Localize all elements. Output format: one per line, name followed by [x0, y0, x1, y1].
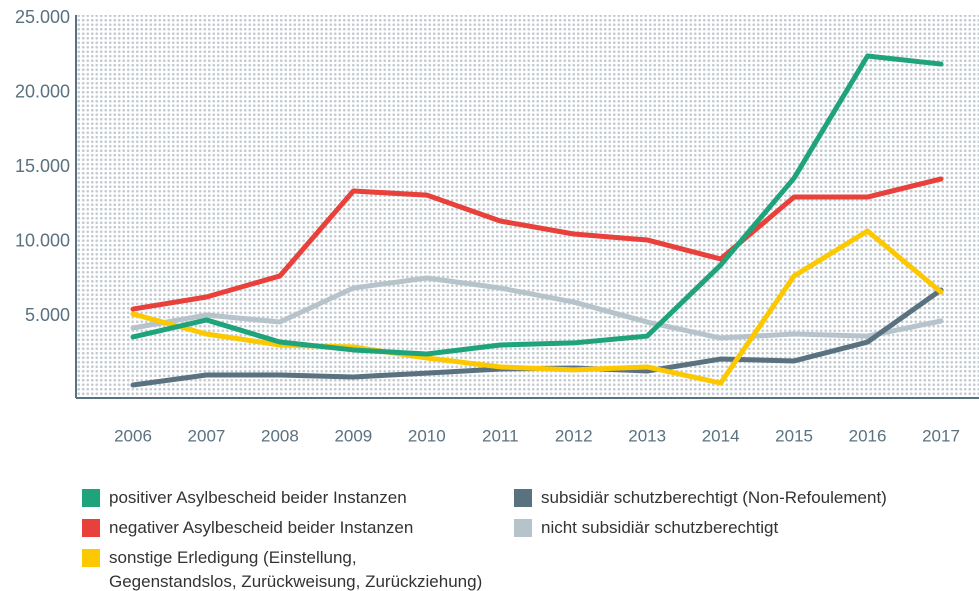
- y-tick-label: 10.000: [15, 231, 70, 251]
- legend-swatch: [82, 489, 100, 507]
- x-tick-label: 2016: [849, 426, 887, 445]
- x-tick-label: 2012: [555, 426, 593, 445]
- legend-label: nicht subsidiär schutzberechtigt: [541, 518, 779, 537]
- legend-swatch: [82, 549, 100, 567]
- plot-background: [76, 15, 979, 398]
- y-tick-label: 20.000: [15, 81, 70, 101]
- legend-label: positiver Asylbescheid beider Instanzen: [109, 488, 407, 507]
- y-tick-label: 15.000: [15, 156, 70, 176]
- series-line: [130, 275, 944, 341]
- legend-swatch: [82, 519, 100, 537]
- x-tick-label: 2015: [775, 426, 813, 445]
- legend-item: positiver Asylbescheid beider Instanzen: [82, 486, 407, 510]
- y-tick-label: 5.000: [25, 305, 70, 325]
- legend-swatch: [514, 489, 532, 507]
- x-tick-label: 2014: [702, 426, 740, 445]
- series-line: [130, 53, 944, 357]
- x-tick-label: 2009: [334, 426, 372, 445]
- y-tick-label: 25.000: [15, 7, 70, 27]
- x-tick-label: 2013: [628, 426, 666, 445]
- legend-swatch: [514, 519, 532, 537]
- series-line: [130, 228, 944, 386]
- legend-label: sonstige Erledigung (Einstellung, Gegens…: [109, 548, 483, 591]
- x-tick-label: 2017: [922, 426, 960, 445]
- legend-item: nicht subsidiär schutzberechtigt: [514, 516, 778, 540]
- legend-label: subsidiär schutzberechtigt (Non-Refoulem…: [541, 488, 887, 507]
- legend-item: subsidiär schutzberechtigt (Non-Refoulem…: [514, 486, 887, 510]
- series-line: [130, 176, 944, 312]
- legend-label: negativer Asylbescheid beider Instanzen: [109, 518, 414, 537]
- x-tick-label: 2010: [408, 426, 446, 445]
- x-tick-label: 2006: [114, 426, 152, 445]
- x-tick-label: 2008: [261, 426, 299, 445]
- x-tick-label: 2011: [482, 426, 519, 445]
- legend-item: sonstige Erledigung (Einstellung, Gegens…: [82, 546, 482, 591]
- legend-item: negativer Asylbescheid beider Instanzen: [82, 516, 413, 540]
- x-tick-label: 2007: [188, 426, 226, 445]
